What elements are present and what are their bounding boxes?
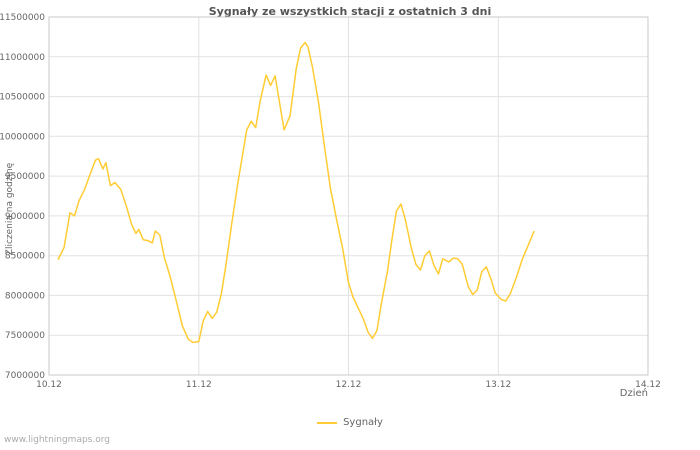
x-axis-label: Dzień <box>619 388 648 399</box>
watermark-text: www.lightningmaps.org <box>4 435 110 445</box>
svg-text:11000000: 11000000 <box>0 53 45 63</box>
svg-text:7500000: 7500000 <box>5 331 45 341</box>
svg-text:12.12: 12.12 <box>336 380 362 390</box>
svg-text:8000000: 8000000 <box>5 291 45 301</box>
svg-text:10.12: 10.12 <box>36 380 62 390</box>
svg-text:11.12: 11.12 <box>186 380 212 390</box>
svg-text:9500000: 9500000 <box>5 172 45 182</box>
svg-text:10500000: 10500000 <box>0 93 45 103</box>
chart-legend: Sygnały <box>0 417 700 428</box>
svg-text:11500000: 11500000 <box>0 13 45 23</box>
svg-text:9000000: 9000000 <box>5 212 45 222</box>
svg-text:8500000: 8500000 <box>5 252 45 262</box>
y-axis-label: Zliczenia na godzinę <box>5 162 15 256</box>
chart-title: Sygnały ze wszystkich stacji z ostatnich… <box>208 5 492 18</box>
svg-text:7000000: 7000000 <box>5 371 45 381</box>
legend-series-label: Sygnały <box>343 417 383 428</box>
legend-line-swatch <box>317 421 338 424</box>
svg-text:10000000: 10000000 <box>0 132 45 142</box>
svg-text:13.12: 13.12 <box>485 380 511 390</box>
svg-text:14.12: 14.12 <box>635 380 661 390</box>
